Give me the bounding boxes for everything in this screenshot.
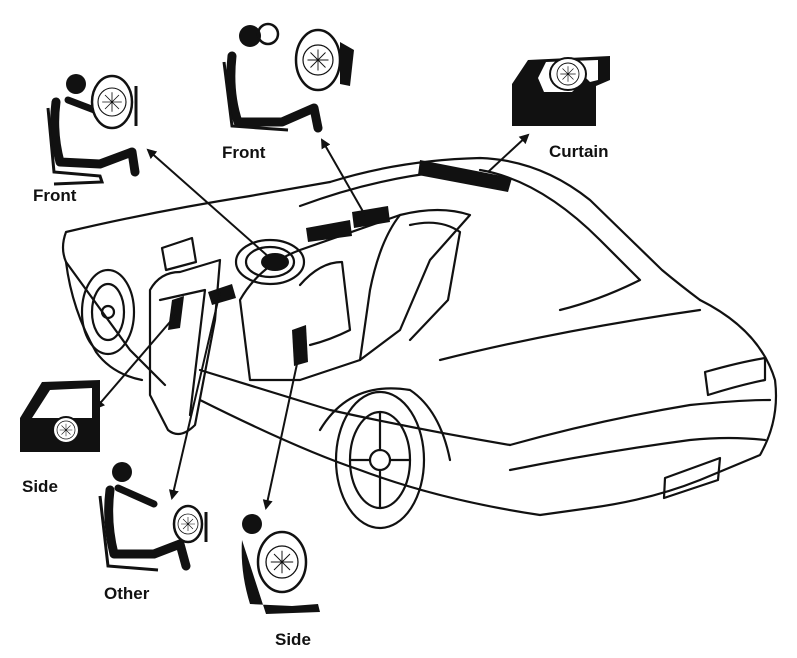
- car-rear-seat: [408, 221, 462, 342]
- car-front-seat-back: [298, 260, 352, 347]
- side-door-icon: [20, 380, 100, 452]
- label-curtain: Curtain: [549, 142, 609, 161]
- steering-airbag-mark: [261, 253, 289, 271]
- car-lower-line: [198, 398, 592, 517]
- front-passenger-icon: [222, 22, 354, 133]
- curtain-airbag-mark: [418, 160, 512, 192]
- car-b-pillar: [358, 213, 402, 362]
- car-front-wheel: [80, 268, 136, 356]
- seat-airbag-mark: [292, 325, 308, 366]
- car-side-sill: [198, 368, 512, 447]
- dash-airbag-mark: [306, 220, 352, 242]
- car-door-frame: [238, 208, 472, 382]
- car-outline-icon: [61, 156, 778, 530]
- door-airbag-mark: [168, 296, 184, 330]
- car-open-door: [148, 258, 222, 436]
- car-rear-wheel: [334, 390, 426, 530]
- car-taillight: [703, 356, 767, 397]
- car-trunk-line: [438, 308, 702, 362]
- arrow-side-door: [94, 314, 177, 410]
- other-knee-icon: [98, 462, 208, 572]
- label-other-knee: Other: [104, 584, 150, 603]
- car-front-fender: [64, 260, 144, 382]
- label-front-driver: Front: [33, 186, 77, 205]
- label-side-door: Side: [22, 477, 58, 496]
- label-side-seat: Side: [275, 630, 311, 649]
- car-license-plate: [662, 456, 722, 500]
- side-seat-icon: [241, 514, 320, 614]
- car-side-mirror: [160, 236, 198, 272]
- dash-airbag-mark-2: [352, 206, 390, 228]
- arrow-side-seat: [262, 349, 301, 510]
- car-rear-window: [478, 168, 642, 312]
- knee-airbag-mark: [208, 284, 236, 305]
- arrows: [94, 133, 530, 510]
- car-rear-wheel-arch: [318, 387, 452, 462]
- arrow-front-driver: [146, 148, 271, 259]
- car-bumper: [508, 398, 772, 447]
- label-front-passenger: Front: [222, 143, 266, 162]
- car-steering-wheel: [234, 238, 306, 286]
- curtain-icon: [512, 56, 610, 126]
- car-bumper-lower: [508, 436, 767, 472]
- arrow-other-knee: [168, 291, 221, 500]
- car-roof: [328, 156, 702, 302]
- car-rear-body: [588, 298, 778, 510]
- car-door-inner: [158, 288, 207, 417]
- car-windshield: [298, 170, 442, 208]
- arrow-curtain: [487, 133, 530, 173]
- front-driver-icon: [46, 74, 140, 186]
- arrow-front-passenger: [321, 138, 366, 216]
